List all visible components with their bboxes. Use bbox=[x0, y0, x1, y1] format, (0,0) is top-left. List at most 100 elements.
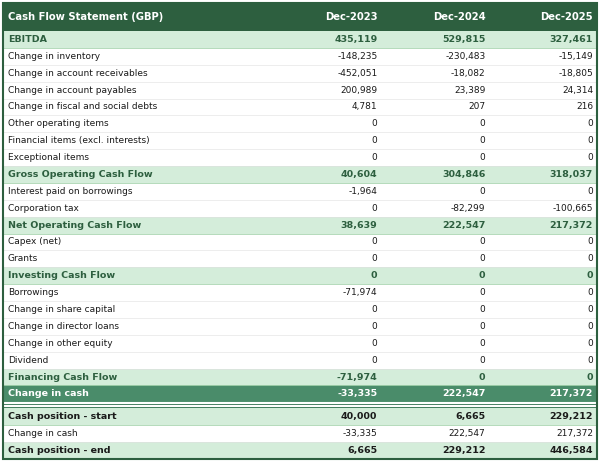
Text: -33,335: -33,335 bbox=[343, 429, 377, 438]
Text: -15,149: -15,149 bbox=[559, 52, 593, 61]
Text: 0: 0 bbox=[480, 305, 485, 314]
Text: Change in account receivables: Change in account receivables bbox=[8, 69, 148, 78]
Text: Change in cash: Change in cash bbox=[8, 429, 77, 438]
Text: 327,461: 327,461 bbox=[550, 35, 593, 44]
Bar bbox=[3, 98, 597, 116]
Text: Capex (net): Capex (net) bbox=[8, 237, 61, 247]
Text: -18,082: -18,082 bbox=[451, 69, 485, 78]
Bar bbox=[3, 301, 597, 318]
Text: 0: 0 bbox=[587, 255, 593, 263]
Bar bbox=[3, 284, 597, 301]
Bar bbox=[3, 149, 597, 166]
Text: 0: 0 bbox=[371, 237, 377, 247]
Text: 0: 0 bbox=[587, 271, 593, 280]
Text: EBITDA: EBITDA bbox=[8, 35, 47, 44]
Text: 0: 0 bbox=[587, 153, 593, 162]
Text: 529,815: 529,815 bbox=[442, 35, 485, 44]
Bar bbox=[3, 250, 597, 267]
Text: 222,547: 222,547 bbox=[442, 389, 485, 398]
Text: 0: 0 bbox=[480, 322, 485, 331]
Text: 0: 0 bbox=[587, 372, 593, 382]
Bar bbox=[3, 335, 597, 352]
Text: 0: 0 bbox=[479, 372, 485, 382]
Text: 0: 0 bbox=[371, 119, 377, 128]
Text: 0: 0 bbox=[371, 136, 377, 145]
Text: Cash Flow Statement (GBP): Cash Flow Statement (GBP) bbox=[8, 12, 163, 22]
Text: 24,314: 24,314 bbox=[562, 85, 593, 95]
Text: 38,639: 38,639 bbox=[341, 221, 377, 230]
Text: Grants: Grants bbox=[8, 255, 38, 263]
Text: -33,335: -33,335 bbox=[337, 389, 377, 398]
Text: Borrowings: Borrowings bbox=[8, 288, 58, 297]
Text: Interest paid on borrowings: Interest paid on borrowings bbox=[8, 187, 133, 196]
Text: Dec-2023: Dec-2023 bbox=[325, 12, 377, 22]
Bar bbox=[3, 116, 597, 132]
Text: 0: 0 bbox=[480, 136, 485, 145]
Text: Net Operating Cash Flow: Net Operating Cash Flow bbox=[8, 221, 141, 230]
Text: Change in share capital: Change in share capital bbox=[8, 305, 115, 314]
Text: 0: 0 bbox=[480, 237, 485, 247]
Bar bbox=[3, 82, 597, 98]
Text: 0: 0 bbox=[587, 305, 593, 314]
Text: 0: 0 bbox=[587, 322, 593, 331]
Text: -148,235: -148,235 bbox=[337, 52, 377, 61]
Text: 222,547: 222,547 bbox=[449, 429, 485, 438]
Text: 40,604: 40,604 bbox=[341, 170, 377, 179]
Bar bbox=[3, 3, 597, 31]
Text: 4,781: 4,781 bbox=[352, 103, 377, 111]
Text: 435,119: 435,119 bbox=[334, 35, 377, 44]
Text: -452,051: -452,051 bbox=[337, 69, 377, 78]
Text: Cash position - start: Cash position - start bbox=[8, 412, 116, 421]
Text: Corporation tax: Corporation tax bbox=[8, 204, 79, 213]
Text: Change in director loans: Change in director loans bbox=[8, 322, 119, 331]
Text: 0: 0 bbox=[371, 271, 377, 280]
Bar bbox=[3, 408, 597, 425]
Text: 40,000: 40,000 bbox=[341, 412, 377, 421]
Text: Change in fiscal and social debts: Change in fiscal and social debts bbox=[8, 103, 157, 111]
Bar bbox=[3, 132, 597, 149]
Text: Change in cash: Change in cash bbox=[8, 389, 89, 398]
Bar bbox=[3, 200, 597, 217]
Text: 207: 207 bbox=[469, 103, 485, 111]
Bar bbox=[3, 267, 597, 284]
Text: 304,846: 304,846 bbox=[442, 170, 485, 179]
Text: 0: 0 bbox=[480, 119, 485, 128]
Bar bbox=[3, 217, 597, 234]
Text: -1,964: -1,964 bbox=[349, 187, 377, 196]
Bar bbox=[3, 425, 597, 442]
Text: 200,989: 200,989 bbox=[340, 85, 377, 95]
Text: 0: 0 bbox=[480, 187, 485, 196]
Text: 0: 0 bbox=[587, 356, 593, 365]
Text: Change in account payables: Change in account payables bbox=[8, 85, 137, 95]
Text: 0: 0 bbox=[371, 356, 377, 365]
Text: Dec-2024: Dec-2024 bbox=[433, 12, 485, 22]
Text: -18,805: -18,805 bbox=[558, 69, 593, 78]
Text: 0: 0 bbox=[371, 305, 377, 314]
Text: 0: 0 bbox=[480, 288, 485, 297]
Text: 216: 216 bbox=[576, 103, 593, 111]
Bar bbox=[3, 65, 597, 82]
Bar bbox=[3, 352, 597, 369]
Text: -100,665: -100,665 bbox=[553, 204, 593, 213]
Text: Cash position - end: Cash position - end bbox=[8, 446, 110, 455]
Text: Exceptional items: Exceptional items bbox=[8, 153, 89, 162]
Bar bbox=[3, 385, 597, 402]
Bar bbox=[3, 402, 597, 408]
Text: 0: 0 bbox=[587, 119, 593, 128]
Text: 0: 0 bbox=[587, 339, 593, 348]
Text: 229,212: 229,212 bbox=[442, 446, 485, 455]
Text: Investing Cash Flow: Investing Cash Flow bbox=[8, 271, 115, 280]
Text: Gross Operating Cash Flow: Gross Operating Cash Flow bbox=[8, 170, 152, 179]
Text: 6,665: 6,665 bbox=[455, 412, 485, 421]
Text: 0: 0 bbox=[371, 339, 377, 348]
Text: 217,372: 217,372 bbox=[550, 389, 593, 398]
Text: -71,974: -71,974 bbox=[337, 372, 377, 382]
Text: Other operating items: Other operating items bbox=[8, 119, 109, 128]
Bar bbox=[3, 166, 597, 183]
Text: 217,372: 217,372 bbox=[550, 221, 593, 230]
Text: Change in other equity: Change in other equity bbox=[8, 339, 113, 348]
Text: 6,665: 6,665 bbox=[347, 446, 377, 455]
Text: Change in inventory: Change in inventory bbox=[8, 52, 100, 61]
Text: 0: 0 bbox=[480, 339, 485, 348]
Text: 0: 0 bbox=[479, 271, 485, 280]
